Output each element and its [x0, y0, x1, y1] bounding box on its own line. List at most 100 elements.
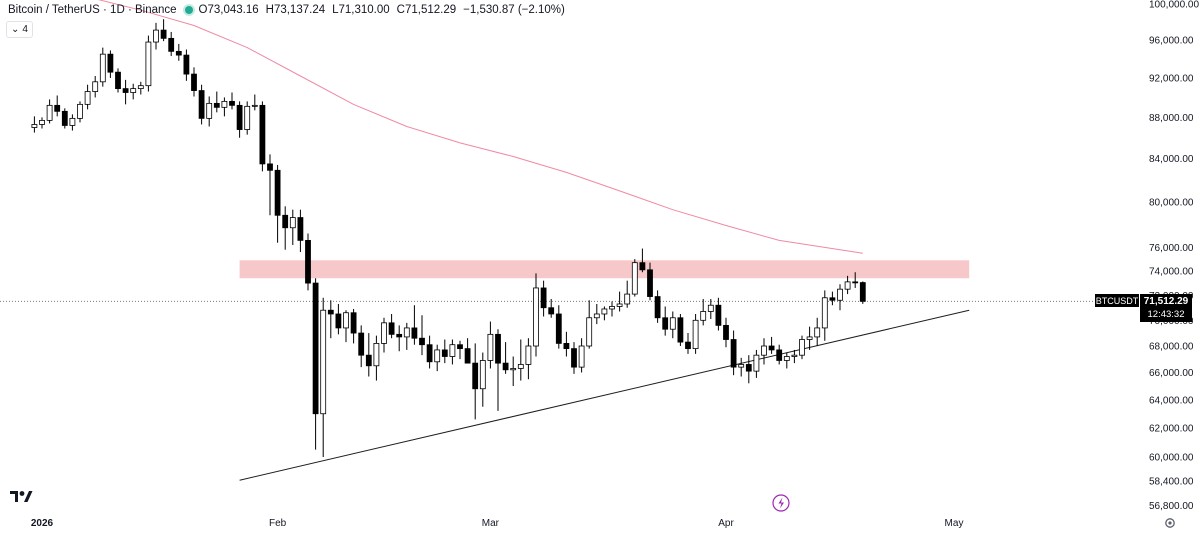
- candle[interactable]: [457, 340, 463, 360]
- candle[interactable]: [305, 233, 311, 291]
- candle[interactable]: [350, 308, 357, 344]
- candle[interactable]: [297, 209, 304, 253]
- candle[interactable]: [783, 352, 790, 369]
- candle[interactable]: [738, 357, 745, 377]
- candle[interactable]: [31, 116, 38, 133]
- candle[interactable]: [396, 325, 403, 352]
- candle[interactable]: [115, 68, 121, 93]
- candle[interactable]: [639, 248, 646, 273]
- candle[interactable]: [464, 338, 471, 364]
- candle[interactable]: [806, 326, 813, 350]
- candle[interactable]: [715, 297, 722, 331]
- candle[interactable]: [327, 300, 334, 339]
- candle[interactable]: [259, 101, 266, 172]
- candle[interactable]: [175, 43, 182, 61]
- candle[interactable]: [510, 356, 517, 387]
- candle[interactable]: [343, 310, 349, 343]
- candle[interactable]: [662, 306, 669, 336]
- candle[interactable]: [844, 275, 851, 295]
- candle[interactable]: [555, 305, 562, 349]
- candle[interactable]: [426, 335, 433, 369]
- candle[interactable]: [236, 101, 243, 138]
- candle[interactable]: [753, 349, 760, 378]
- resistance-zone[interactable]: [239, 260, 970, 279]
- candle[interactable]: [548, 299, 555, 318]
- candle[interactable]: [137, 81, 144, 95]
- candle[interactable]: [624, 280, 631, 308]
- candle[interactable]: [221, 97, 228, 117]
- candle[interactable]: [707, 299, 714, 320]
- candle[interactable]: [571, 342, 577, 374]
- candle[interactable]: [761, 338, 767, 365]
- candle[interactable]: [198, 84, 205, 125]
- candle[interactable]: [130, 83, 137, 100]
- candle[interactable]: [799, 335, 805, 360]
- candle[interactable]: [54, 95, 61, 117]
- candle[interactable]: [533, 273, 539, 357]
- candle[interactable]: [381, 317, 387, 353]
- candle[interactable]: [388, 313, 395, 339]
- candle[interactable]: [251, 94, 258, 111]
- candle[interactable]: [358, 325, 365, 368]
- candle[interactable]: [92, 76, 99, 98]
- candle[interactable]: [229, 92, 235, 110]
- candle[interactable]: [829, 291, 836, 306]
- candle[interactable]: [479, 352, 486, 407]
- candle[interactable]: [145, 35, 152, 92]
- candle[interactable]: [244, 101, 251, 135]
- candle[interactable]: [289, 209, 296, 246]
- candle[interactable]: [502, 342, 509, 374]
- moving-average-line[interactable]: [34, 0, 863, 254]
- candle[interactable]: [213, 91, 220, 113]
- candle[interactable]: [274, 164, 281, 243]
- market-status-icon[interactable]: [184, 6, 193, 14]
- candle[interactable]: [685, 333, 691, 354]
- candle[interactable]: [601, 306, 608, 321]
- indicators-toggle-button[interactable]: ⌄ 4: [6, 21, 33, 38]
- candle[interactable]: [441, 339, 448, 364]
- candle[interactable]: [814, 317, 821, 347]
- settings-gear-icon[interactable]: [1165, 518, 1175, 528]
- candle[interactable]: [122, 79, 129, 105]
- candle[interactable]: [821, 290, 828, 341]
- candle[interactable]: [677, 313, 684, 347]
- candle[interactable]: [206, 96, 213, 127]
- candle[interactable]: [540, 280, 547, 317]
- candle[interactable]: [411, 305, 418, 345]
- candle[interactable]: [837, 284, 843, 311]
- support-trendline[interactable]: [239, 309, 970, 481]
- candle[interactable]: [84, 84, 91, 110]
- candle[interactable]: [153, 22, 159, 50]
- candle[interactable]: [434, 344, 441, 372]
- candle[interactable]: [730, 330, 737, 376]
- candle[interactable]: [419, 315, 425, 356]
- candle[interactable]: [320, 297, 327, 457]
- candle[interactable]: [609, 301, 615, 317]
- candle[interactable]: [191, 67, 197, 97]
- candle[interactable]: [335, 303, 342, 335]
- candle[interactable]: [449, 339, 456, 365]
- candle[interactable]: [723, 317, 729, 348]
- candle[interactable]: [791, 349, 798, 364]
- candle[interactable]: [77, 101, 83, 123]
- candle[interactable]: [99, 47, 106, 87]
- candle[interactable]: [183, 49, 190, 81]
- candle[interactable]: [745, 355, 752, 384]
- candle[interactable]: [586, 300, 593, 349]
- candle[interactable]: [472, 343, 479, 420]
- candle[interactable]: [61, 108, 68, 129]
- candle[interactable]: [39, 117, 45, 129]
- candle[interactable]: [578, 338, 585, 373]
- candle[interactable]: [776, 344, 783, 365]
- candle[interactable]: [517, 339, 524, 381]
- candle[interactable]: [852, 272, 859, 288]
- candle[interactable]: [593, 303, 600, 325]
- candle[interactable]: [563, 331, 570, 357]
- candle[interactable]: [669, 311, 676, 339]
- symbol-title[interactable]: Bitcoin / TetherUS · 1D · Binance: [8, 4, 177, 16]
- candle[interactable]: [495, 329, 501, 411]
- candle[interactable]: [160, 19, 167, 42]
- candle[interactable]: [487, 321, 494, 369]
